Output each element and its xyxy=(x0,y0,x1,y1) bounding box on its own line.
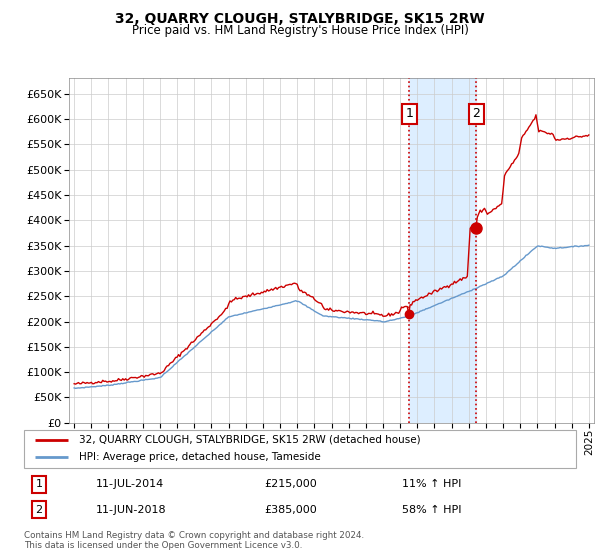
Text: 1: 1 xyxy=(35,479,43,489)
Text: 32, QUARRY CLOUGH, STALYBRIDGE, SK15 2RW: 32, QUARRY CLOUGH, STALYBRIDGE, SK15 2RW xyxy=(115,12,485,26)
Text: 2: 2 xyxy=(472,108,480,120)
Text: 2: 2 xyxy=(35,505,43,515)
Text: 1: 1 xyxy=(405,108,413,120)
Text: 32, QUARRY CLOUGH, STALYBRIDGE, SK15 2RW (detached house): 32, QUARRY CLOUGH, STALYBRIDGE, SK15 2RW… xyxy=(79,435,421,445)
Text: HPI: Average price, detached house, Tameside: HPI: Average price, detached house, Tame… xyxy=(79,452,321,463)
Text: 11-JUL-2014: 11-JUL-2014 xyxy=(96,479,164,489)
Text: 58% ↑ HPI: 58% ↑ HPI xyxy=(402,505,461,515)
Text: Price paid vs. HM Land Registry's House Price Index (HPI): Price paid vs. HM Land Registry's House … xyxy=(131,24,469,37)
Bar xyxy=(409,78,476,423)
Text: £215,000: £215,000 xyxy=(264,479,317,489)
Text: 11-JUN-2018: 11-JUN-2018 xyxy=(96,505,167,515)
FancyBboxPatch shape xyxy=(24,430,576,468)
Text: £385,000: £385,000 xyxy=(264,505,317,515)
Text: Contains HM Land Registry data © Crown copyright and database right 2024.
This d: Contains HM Land Registry data © Crown c… xyxy=(24,531,364,550)
Text: 11% ↑ HPI: 11% ↑ HPI xyxy=(402,479,461,489)
